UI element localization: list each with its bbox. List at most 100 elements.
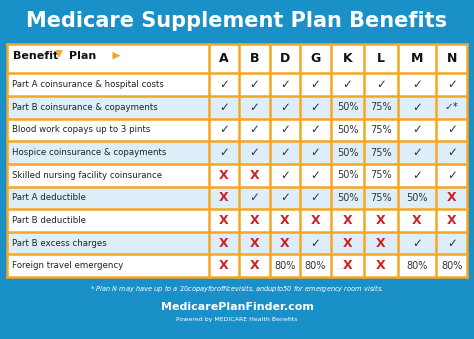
Text: ✓: ✓	[412, 146, 422, 159]
Text: ✓: ✓	[280, 169, 290, 182]
Text: X: X	[311, 214, 320, 227]
Text: ✓: ✓	[412, 169, 422, 182]
Text: X: X	[376, 237, 386, 250]
Text: ✓: ✓	[447, 146, 456, 159]
Text: X: X	[343, 259, 352, 272]
Text: X: X	[249, 169, 259, 182]
Text: ✓: ✓	[447, 78, 456, 91]
Text: X: X	[280, 214, 290, 227]
Text: X: X	[219, 191, 228, 204]
Text: 80%: 80%	[305, 261, 326, 271]
Text: D: D	[280, 52, 290, 65]
Text: X: X	[376, 259, 386, 272]
Text: Part B coinsurance & copayments: Part B coinsurance & copayments	[12, 103, 158, 112]
Text: ✓: ✓	[343, 78, 353, 91]
Text: 50%: 50%	[337, 193, 358, 203]
Text: ✓: ✓	[310, 191, 320, 204]
Text: Part B excess charges: Part B excess charges	[12, 239, 107, 247]
Bar	[7, 186, 467, 209]
Text: X: X	[249, 259, 259, 272]
Bar	[7, 119, 467, 141]
Bar	[7, 44, 467, 277]
Text: Part B deductible: Part B deductible	[12, 216, 86, 225]
Text: X: X	[343, 214, 352, 227]
Text: G: G	[310, 52, 320, 65]
Text: 80%: 80%	[406, 261, 428, 271]
Text: ✓: ✓	[412, 237, 422, 250]
Bar	[7, 74, 467, 96]
Text: Part A deductible: Part A deductible	[12, 193, 86, 202]
Text: ✓: ✓	[249, 191, 259, 204]
Text: X: X	[447, 214, 456, 227]
Text: X: X	[219, 169, 228, 182]
Text: X: X	[447, 191, 456, 204]
Text: 75%: 75%	[370, 147, 392, 158]
Text: MedicarePlanFinder.com: MedicarePlanFinder.com	[161, 302, 313, 312]
Text: ✓: ✓	[249, 123, 259, 137]
Text: ✓: ✓	[280, 78, 290, 91]
Text: X: X	[249, 237, 259, 250]
Text: Skilled nursing facility coinsurance: Skilled nursing facility coinsurance	[12, 171, 162, 180]
Bar	[7, 209, 467, 232]
Text: ✓*: ✓*	[445, 102, 459, 112]
Text: ✓: ✓	[447, 237, 456, 250]
Text: ✓: ✓	[412, 78, 422, 91]
Text: M: M	[411, 52, 423, 65]
Text: B: B	[250, 52, 259, 65]
Text: K: K	[343, 52, 352, 65]
Text: 50%: 50%	[337, 102, 358, 112]
Text: 50%: 50%	[406, 193, 428, 203]
Text: X: X	[219, 237, 228, 250]
Bar	[7, 96, 467, 119]
Bar	[7, 254, 467, 277]
Text: ✓: ✓	[249, 101, 259, 114]
Text: ✓: ✓	[447, 169, 456, 182]
Text: ✓: ✓	[412, 123, 422, 137]
Text: X: X	[219, 259, 228, 272]
Text: X: X	[249, 214, 259, 227]
Text: 80%: 80%	[274, 261, 296, 271]
Text: ✓: ✓	[280, 191, 290, 204]
Text: ✓: ✓	[280, 123, 290, 137]
Text: ✓: ✓	[280, 146, 290, 159]
Bar	[7, 141, 467, 164]
Text: X: X	[376, 214, 386, 227]
Text: Hospice coinsurance & copayments: Hospice coinsurance & copayments	[12, 148, 166, 157]
Text: Powered by MEDICARE Health Benefits: Powered by MEDICARE Health Benefits	[176, 318, 298, 322]
Text: N: N	[447, 52, 457, 65]
Bar	[7, 232, 467, 254]
Text: ✓: ✓	[310, 146, 320, 159]
Text: Medicare Supplement Plan Benefits: Medicare Supplement Plan Benefits	[27, 11, 447, 31]
Text: ✓: ✓	[376, 78, 386, 91]
Text: ✓: ✓	[249, 146, 259, 159]
Text: 75%: 75%	[370, 170, 392, 180]
Text: A: A	[219, 52, 228, 65]
Text: ✓: ✓	[310, 169, 320, 182]
Text: 75%: 75%	[370, 193, 392, 203]
Text: Blood work copays up to 3 pints: Blood work copays up to 3 pints	[12, 125, 150, 135]
Text: X: X	[343, 237, 352, 250]
Text: Foreign travel emergency: Foreign travel emergency	[12, 261, 123, 270]
Text: X: X	[219, 214, 228, 227]
Bar	[7, 164, 467, 186]
Text: X: X	[412, 214, 422, 227]
Text: 75%: 75%	[370, 102, 392, 112]
Text: ✓: ✓	[219, 123, 229, 137]
Text: 50%: 50%	[337, 170, 358, 180]
Text: * Plan N may have up to a $20 copay for office visits, and up to $50 for emergen: * Plan N may have up to a $20 copay for …	[90, 283, 384, 295]
Text: 80%: 80%	[441, 261, 463, 271]
Text: ✓: ✓	[219, 146, 229, 159]
Text: ✓: ✓	[310, 123, 320, 137]
Text: 50%: 50%	[337, 125, 358, 135]
Text: ✓: ✓	[310, 78, 320, 91]
Text: L: L	[377, 52, 385, 65]
Text: Plan: Plan	[69, 51, 96, 61]
Text: Benefit: Benefit	[13, 51, 58, 61]
Text: Part A coinsurance & hospital costs: Part A coinsurance & hospital costs	[12, 80, 164, 89]
Text: 75%: 75%	[370, 125, 392, 135]
Text: X: X	[280, 237, 290, 250]
Text: ✓: ✓	[447, 123, 456, 137]
Text: 50%: 50%	[337, 147, 358, 158]
Text: ✓: ✓	[310, 237, 320, 250]
Text: ✓: ✓	[249, 78, 259, 91]
